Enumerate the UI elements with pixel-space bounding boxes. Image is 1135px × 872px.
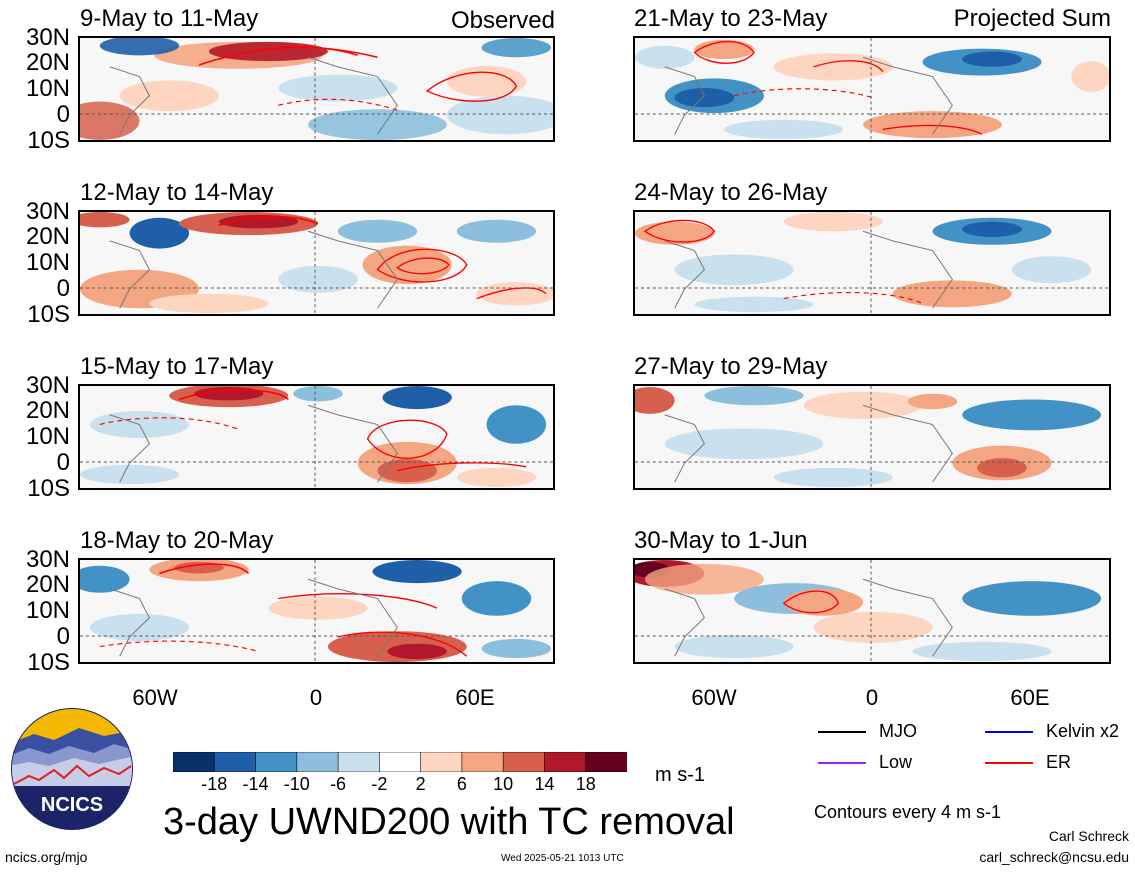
map-panel-8: [633, 558, 1111, 664]
timestamp: Wed 2025-05-21 1013 UTC: [501, 853, 624, 864]
colorbar-swatch: [255, 751, 298, 773]
colorbar-swatch: [213, 751, 257, 773]
author-name: Carl Schreck: [1048, 828, 1129, 844]
lat-label-10n: 10N: [25, 75, 70, 102]
projected-label: Projected Sum: [953, 5, 1111, 32]
legend-line-er: [985, 762, 1033, 764]
lat-label-10n: 10N: [25, 597, 70, 624]
lat-label-eq: 0: [56, 275, 70, 302]
lon-label-60w: 60W: [691, 685, 737, 710]
colorbar-swatch: [585, 751, 628, 773]
map-panel-1: [78, 36, 555, 142]
lat-label-10n: 10N: [25, 423, 70, 450]
colorbar-tick-label: 6: [456, 774, 467, 794]
lat-label-20n: 20N: [25, 571, 70, 598]
observed-label: Observed: [450, 7, 555, 34]
colorbar-swatch: [502, 751, 546, 773]
colorbar-swatch: [172, 751, 216, 773]
main-title: 3-day UWND200 with TC removal: [163, 801, 735, 843]
contour-note: Contours every 4 m s-1: [814, 802, 1002, 822]
legend-line-low: [818, 762, 866, 764]
lon-label-0: 0: [309, 685, 323, 710]
map-panel-6: [633, 210, 1111, 316]
panel-title-3: 15-May to 17-May: [80, 353, 274, 380]
colorbar-tick-label: 14: [534, 774, 555, 794]
panel-title-7: 27-May to 29-May: [634, 353, 828, 380]
colorbar-tick-label: -6: [330, 774, 347, 794]
map-panel-2: [78, 210, 555, 316]
colorbar-tick-label: -18: [201, 774, 228, 794]
colorbar-tick-label: 2: [415, 774, 426, 794]
colorbar-swatch: [337, 751, 381, 773]
panel-title-2: 12-May to 14-May: [80, 179, 274, 206]
colorbar: [172, 751, 628, 773]
legend-label-er: ER: [1046, 752, 1072, 772]
colorbar-tick-label: 10: [493, 774, 514, 794]
lon-label-60w: 60W: [132, 685, 178, 710]
map-panel-5: [633, 36, 1111, 142]
colorbar-swatch: [420, 751, 463, 773]
colorbar-tick-label: -14: [242, 774, 269, 794]
lon-label-60e: 60E: [1010, 685, 1050, 710]
lat-label-10s: 10S: [27, 649, 70, 676]
lat-label-30n: 30N: [25, 198, 70, 225]
lat-label-10s: 10S: [27, 475, 70, 502]
lat-label-30n: 30N: [25, 372, 70, 399]
colorbar-swatch: [461, 751, 504, 773]
lon-label-0: 0: [865, 685, 879, 710]
panel-title-5: 21-May to 23-May: [634, 5, 828, 32]
lat-label-eq: 0: [56, 449, 70, 476]
colorbar-tick-label: 18: [575, 774, 596, 794]
author-email[interactable]: carl_schreck@ncsu.edu: [979, 849, 1129, 865]
lat-label-30n: 30N: [25, 546, 70, 573]
panel-title-8: 30-May to 1-Jun: [634, 527, 808, 554]
lat-label-30n: 30N: [25, 24, 70, 51]
ncics-logo: NCICS: [9, 706, 135, 832]
lat-label-10n: 10N: [25, 249, 70, 276]
panel-title-1: 9-May to 11-May: [80, 5, 259, 32]
legend-line-kelvin: [985, 731, 1033, 733]
lat-label-10s: 10S: [27, 127, 70, 154]
legend-label-mjo: MJO: [879, 721, 917, 741]
website-link[interactable]: ncics.org/mjo: [5, 849, 88, 865]
lat-label-20n: 20N: [25, 397, 70, 424]
colorbar-swatch: [296, 751, 339, 773]
panel-title-6: 24-May to 26-May: [634, 179, 828, 206]
colorbar-tick-label: -10: [283, 774, 310, 794]
lat-label-eq: 0: [56, 101, 70, 128]
panel-title-4: 18-May to 20-May: [80, 527, 274, 554]
lat-label-20n: 20N: [25, 49, 70, 76]
units-label: m s-1: [655, 764, 705, 786]
lat-label-10s: 10S: [27, 301, 70, 328]
map-panel-3: [78, 384, 555, 490]
lon-label-60e: 60E: [455, 685, 495, 710]
map-panel-4: [78, 558, 555, 664]
legend-label-low: Low: [879, 752, 913, 772]
logo-text: NCICS: [41, 794, 103, 816]
colorbar-swatch: [544, 751, 587, 773]
colorbar-swatch: [379, 751, 422, 773]
colorbar-tick-label: -2: [371, 774, 388, 794]
lat-label-20n: 20N: [25, 223, 70, 250]
lat-label-eq: 0: [56, 623, 70, 650]
legend-line-mjo: [818, 731, 866, 733]
map-panel-7: [633, 384, 1111, 490]
legend-label-kelvin: Kelvin x2: [1046, 721, 1120, 741]
